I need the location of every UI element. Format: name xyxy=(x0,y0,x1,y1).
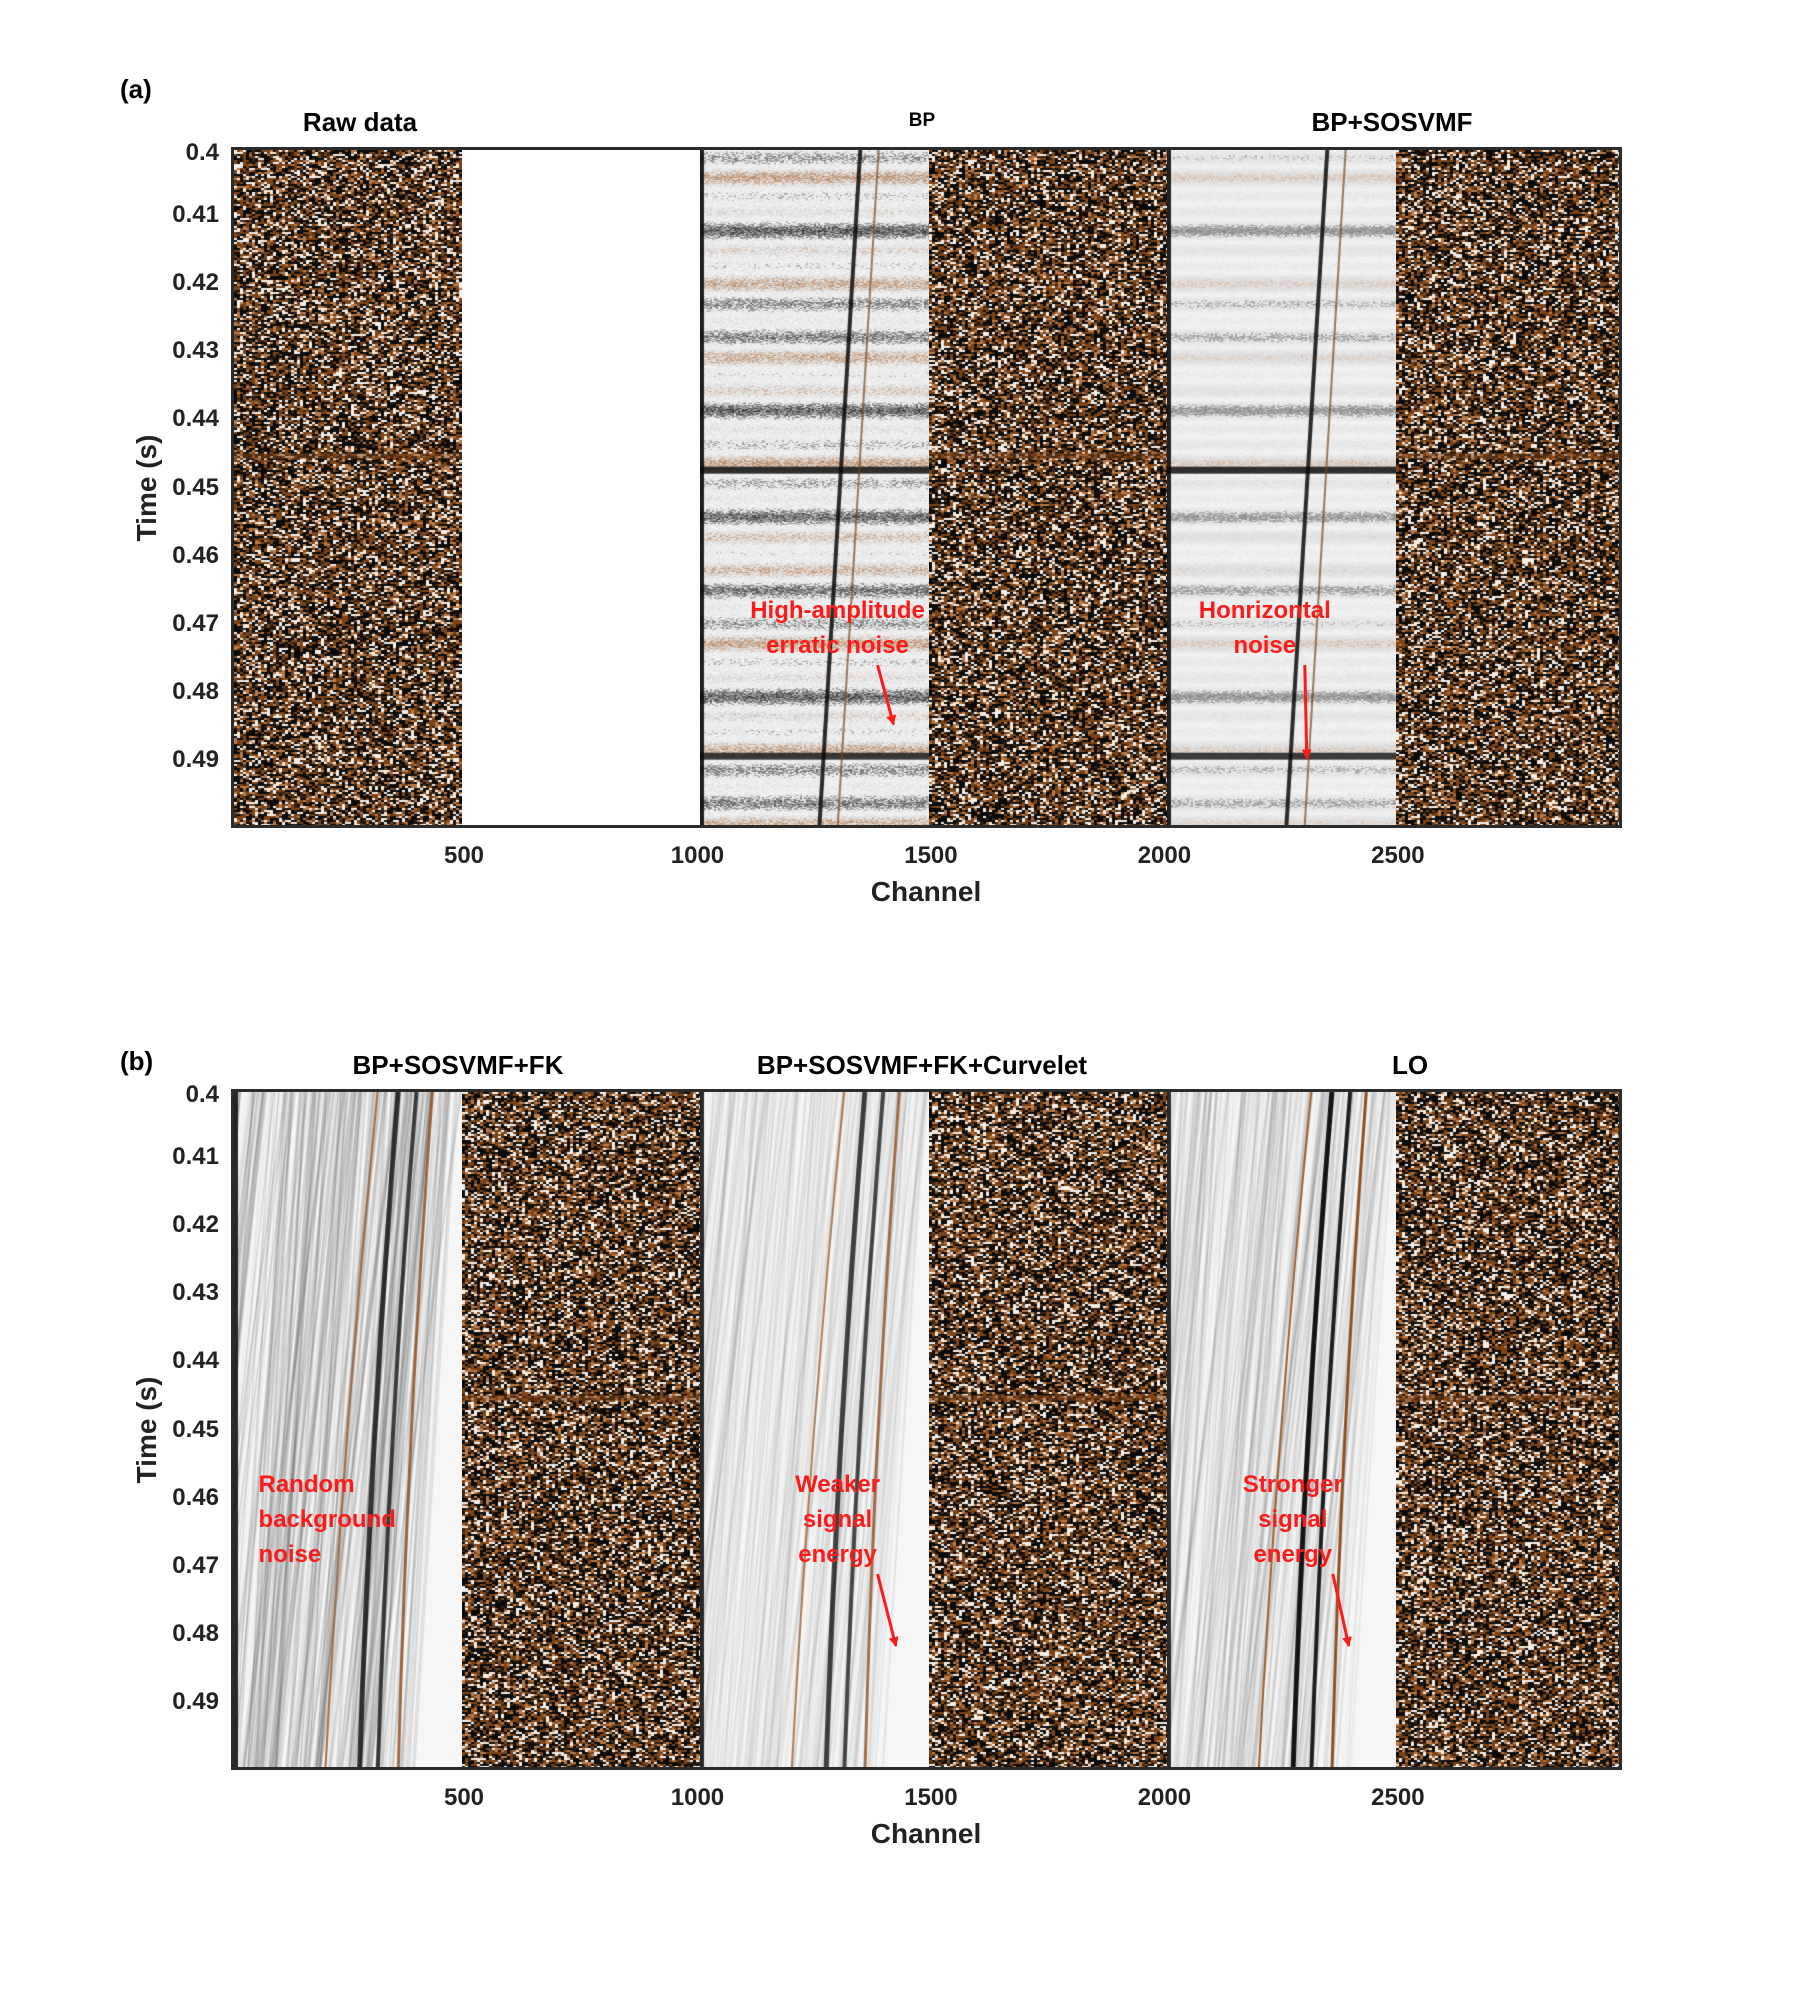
y-tick-label: 0.44 xyxy=(172,1347,219,1375)
y-tick-label: 0.43 xyxy=(172,337,219,365)
panel-b-title-3: LO xyxy=(1391,1050,1429,1080)
panel-b-title-1: BP+SOSVMF+FK xyxy=(352,1050,564,1080)
x-tick-label: 500 xyxy=(443,1784,485,1811)
y-tick-label: 0.45 xyxy=(172,473,219,501)
segment-image xyxy=(1396,1092,1619,1767)
y-tick-label: 0.45 xyxy=(172,1415,219,1443)
segment-image xyxy=(929,1092,1168,1767)
x-tick-label: 1500 xyxy=(904,1784,958,1811)
segment-noise xyxy=(1396,1092,1619,1767)
y-tick-label: 0.44 xyxy=(172,405,219,433)
segment-image xyxy=(700,1092,930,1767)
annotation-label: High-amplitude erratic noise xyxy=(750,593,925,663)
x-tick-label: 2000 xyxy=(1137,842,1192,869)
segment-events_smooth xyxy=(700,1092,930,1767)
segment-image xyxy=(462,1092,701,1767)
y-tick-label: 0.4 xyxy=(185,139,219,166)
panel-b-xlabel: Channel xyxy=(870,1818,982,1849)
annotation-line: noise xyxy=(1233,632,1297,660)
annotation-label: Honrizontal noise xyxy=(1199,593,1331,663)
y-tick-label: 0.46 xyxy=(172,541,219,569)
annotation-line: Stronger xyxy=(1242,1470,1343,1498)
segment-noise xyxy=(929,150,1168,825)
x-tick-label: 2000 xyxy=(1137,1784,1192,1811)
panel-b-tag: (b) xyxy=(120,1046,154,1076)
y-tick-label: 0.48 xyxy=(172,677,219,705)
panel-a-plot xyxy=(231,147,1622,828)
y-tick-label: 0.46 xyxy=(172,1483,219,1511)
panel-a-ylabel: Time (s) xyxy=(131,434,162,542)
annotation-line: Random xyxy=(258,1470,355,1498)
segment-bands xyxy=(700,150,930,825)
segment-noise xyxy=(234,150,462,825)
y-tick-label: 0.42 xyxy=(172,269,219,297)
annotation-line: background xyxy=(258,1505,396,1533)
y-tick-label: 0.47 xyxy=(172,609,219,637)
y-tick-label: 0.42 xyxy=(172,1211,219,1239)
segment-events_noisy xyxy=(234,1092,462,1767)
y-tick-label: 0.4 xyxy=(185,1081,219,1108)
segment-image xyxy=(1167,150,1397,825)
segment-noise xyxy=(1396,150,1619,825)
panel-a-title-3: BP+SOSVMF xyxy=(1311,107,1473,137)
panel-a-tag: (a) xyxy=(120,74,152,104)
y-tick-label: 0.48 xyxy=(172,1619,219,1647)
panel-a-title-1: Raw data xyxy=(302,107,418,137)
segment-events_strong xyxy=(1167,1092,1397,1767)
x-tick-label: 500 xyxy=(443,842,485,869)
segment-noise xyxy=(929,1092,1168,1767)
segment-noise xyxy=(462,1092,701,1767)
panel-b-title-2: BP+SOSVMF+FK+Curvelet xyxy=(756,1050,1088,1080)
x-tick-label: 2500 xyxy=(1371,842,1425,869)
annotation-line: energy xyxy=(798,1540,877,1568)
y-tick-label: 0.41 xyxy=(172,1143,219,1171)
annotation-line: Honrizontal xyxy=(1198,597,1331,625)
y-tick-label: 0.41 xyxy=(172,201,219,229)
annotation-line: erratic noise xyxy=(766,632,909,660)
x-tick-label: 2500 xyxy=(1371,1784,1425,1811)
segment-bands_soft xyxy=(1167,150,1397,825)
segment-image xyxy=(1167,1092,1397,1767)
x-tick-label: 1500 xyxy=(904,842,958,869)
segment-image xyxy=(1396,150,1619,825)
segment-blank xyxy=(462,150,700,825)
annotation-line: energy xyxy=(1253,1540,1333,1568)
segment-image xyxy=(700,150,930,825)
x-tick-label: 1000 xyxy=(670,842,725,869)
panel-b-ylabel: Time (s) xyxy=(131,1376,162,1484)
annotation-line: signal xyxy=(802,1505,873,1533)
segment-image xyxy=(234,1092,462,1767)
x-tick-label: 1000 xyxy=(670,1784,725,1811)
annotation-line: signal xyxy=(1258,1505,1328,1533)
y-tick-label: 0.49 xyxy=(172,745,219,773)
y-tick-label: 0.43 xyxy=(172,1279,219,1307)
panel-a-xlabel: Channel xyxy=(870,876,982,907)
annotation-line: noise xyxy=(258,1540,322,1568)
annotation-label: Stronger signal energy xyxy=(1243,1467,1343,1572)
segment-image xyxy=(929,150,1168,825)
annotation-label: Random background noise xyxy=(259,1467,396,1572)
y-tick-label: 0.49 xyxy=(172,1687,219,1715)
segment-image xyxy=(234,150,462,825)
panel-b-plot xyxy=(231,1089,1622,1770)
annotation-label: Weaker signal energy xyxy=(795,1467,880,1572)
panel-a-title-2: BP xyxy=(908,110,936,131)
annotation-line: Weaker xyxy=(795,1470,881,1498)
annotation-line: High-amplitude xyxy=(750,597,925,625)
y-tick-label: 0.47 xyxy=(172,1551,219,1579)
